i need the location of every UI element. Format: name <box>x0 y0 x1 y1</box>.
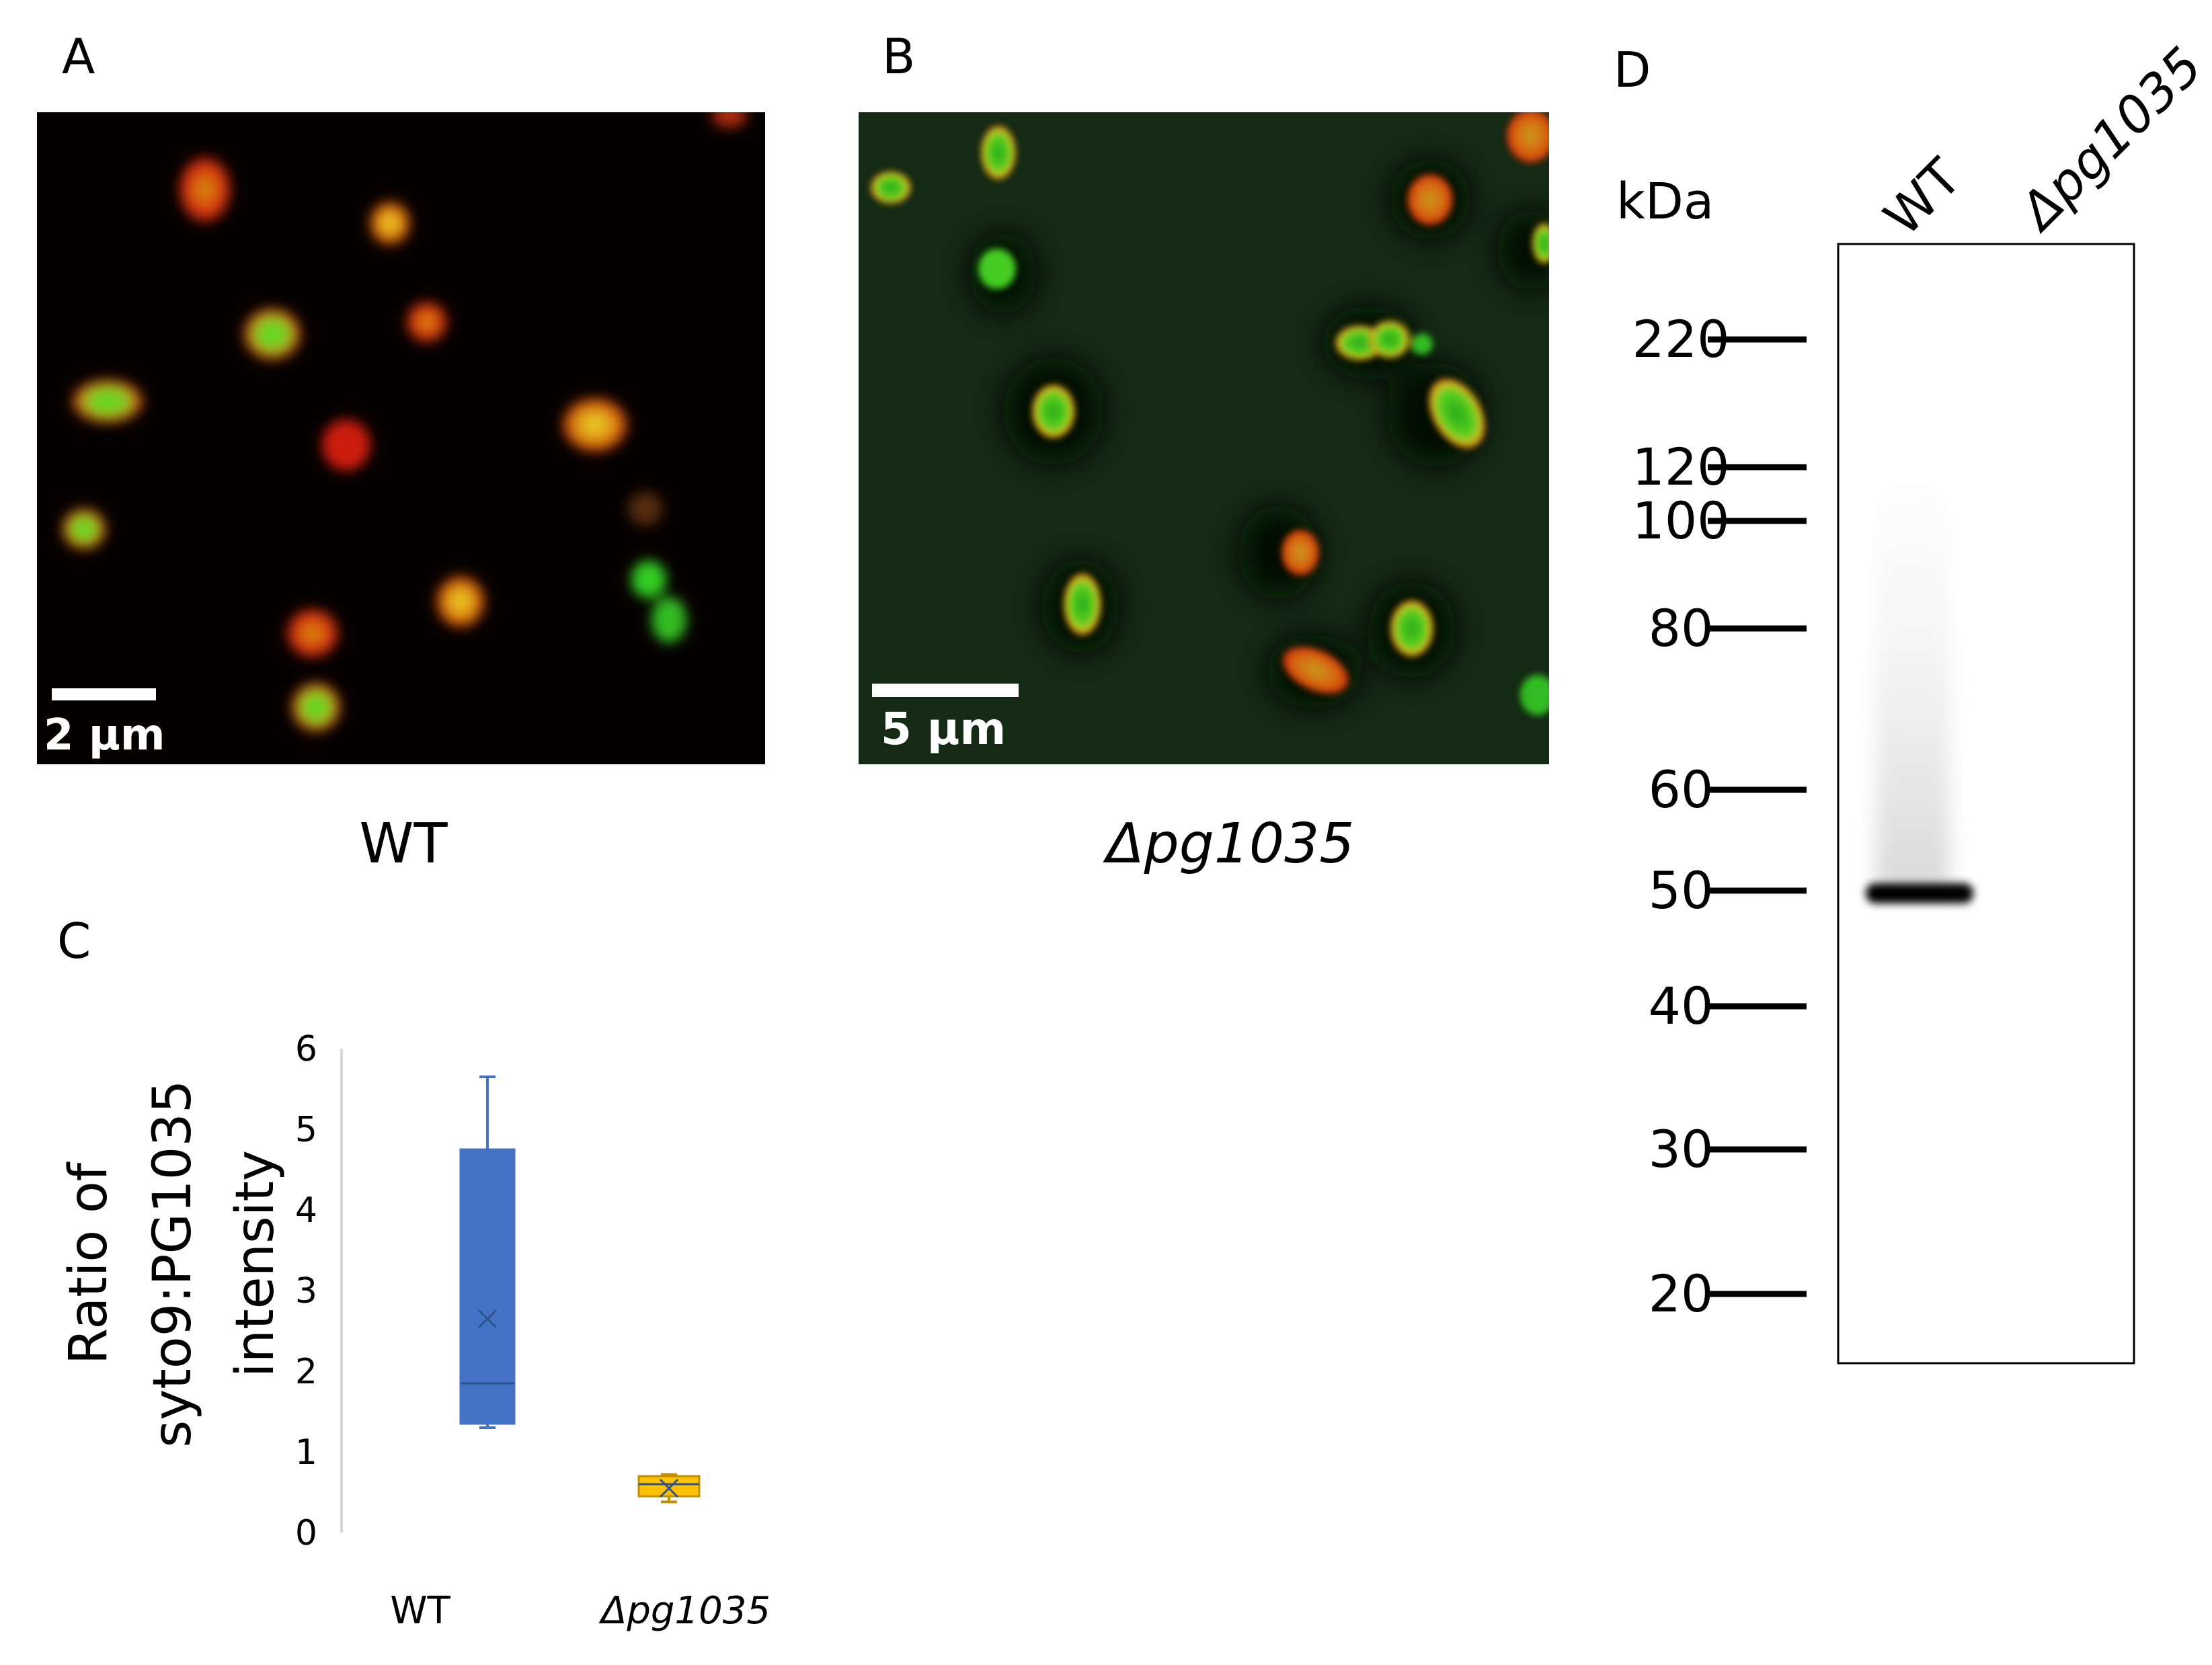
cell <box>1429 378 1485 448</box>
cell <box>1520 675 1549 715</box>
cell <box>651 597 686 643</box>
x-tick-label: WT <box>390 1589 450 1633</box>
iqr-box <box>459 1148 516 1425</box>
x-axis-labels: WT Δpg1035 <box>390 1589 771 1633</box>
cell <box>370 202 410 245</box>
y-axis-ticks: 0 1 2 3 4 5 6 <box>295 1029 317 1553</box>
cell <box>981 126 1016 179</box>
cell <box>73 380 143 423</box>
cell <box>1390 600 1433 657</box>
cell <box>563 398 627 452</box>
cell <box>63 509 106 549</box>
y-axis-title-line: intensity <box>225 1150 286 1377</box>
cell <box>1064 573 1101 635</box>
cell <box>1283 647 1349 694</box>
y-tick-label: 6 <box>295 1029 317 1069</box>
panel-a-letter: A <box>62 28 95 85</box>
marker-label: 20 <box>1649 1264 1714 1324</box>
marker-label: 60 <box>1649 760 1714 819</box>
marker-label: 50 <box>1649 860 1714 920</box>
scale-bar-label: 5 μm <box>881 703 1006 755</box>
cell <box>1532 223 1549 263</box>
panel-d-letter: D <box>1614 42 1651 98</box>
panel-c-letter: C <box>57 913 91 969</box>
cell <box>629 492 662 526</box>
cell <box>1370 321 1410 358</box>
scale-bar-label: 2 μm <box>44 710 165 760</box>
cell <box>292 683 340 731</box>
panel-b-caption: Δpg1035 <box>1106 812 1355 876</box>
cell <box>1407 174 1453 225</box>
cell <box>322 419 370 471</box>
cell <box>1032 384 1075 438</box>
cell <box>287 609 338 657</box>
marker-label: 40 <box>1649 976 1714 1036</box>
lane-label-wt: WT <box>1872 147 1973 247</box>
x-tick-label: Δpg1035 <box>598 1589 771 1633</box>
marker-label: 30 <box>1649 1119 1714 1179</box>
panel-b-micrograph: 5 μm <box>859 112 1549 764</box>
cell <box>244 309 301 360</box>
y-tick-label: 4 <box>295 1190 317 1231</box>
y-axis-title-line: Ratio of <box>58 1162 119 1365</box>
wt-lane-smear <box>1876 376 1950 887</box>
cell <box>871 171 911 204</box>
cell <box>712 112 747 128</box>
mean-marker <box>477 1309 498 1329</box>
cell <box>1281 530 1319 575</box>
panel-a-caption: WT <box>359 812 448 876</box>
mean-marker <box>659 1478 679 1498</box>
cell <box>1411 333 1433 355</box>
iqr-box <box>637 1475 701 1498</box>
scale-bar <box>52 688 156 700</box>
y-axis-title-line: syto9:PG1035 <box>143 1080 203 1448</box>
scale-bar <box>872 684 1019 697</box>
boxes <box>459 1075 701 1504</box>
y-tick-label: 1 <box>295 1432 317 1473</box>
cell <box>631 561 666 598</box>
lane-label-mutant: Δpg1035 <box>2006 36 2205 243</box>
kda-label: kDa <box>1616 173 1714 231</box>
y-tick-label: 3 <box>295 1271 317 1311</box>
cell <box>1507 112 1549 163</box>
panel-a-micrograph: 2 μm <box>37 112 765 764</box>
cell <box>978 249 1016 289</box>
box-1 <box>637 1473 701 1504</box>
cell <box>407 302 447 342</box>
cell <box>180 157 231 222</box>
panel-b-letter: B <box>882 28 916 85</box>
box-0 <box>459 1075 516 1429</box>
y-tick-label: 5 <box>295 1110 317 1150</box>
cell <box>436 576 485 627</box>
wt-band-50kda <box>1866 883 1973 903</box>
y-tick-label: 2 <box>295 1352 317 1392</box>
y-tick-label: 0 <box>295 1513 317 1553</box>
y-axis-title: Ratio of syto9:PG1035 intensity <box>58 1080 286 1448</box>
marker-label: 80 <box>1649 598 1714 658</box>
panel-c-box-plot: Ratio of syto9:PG1035 intensity 0 1 2 3 4 5 6 WT… <box>58 1029 771 1633</box>
